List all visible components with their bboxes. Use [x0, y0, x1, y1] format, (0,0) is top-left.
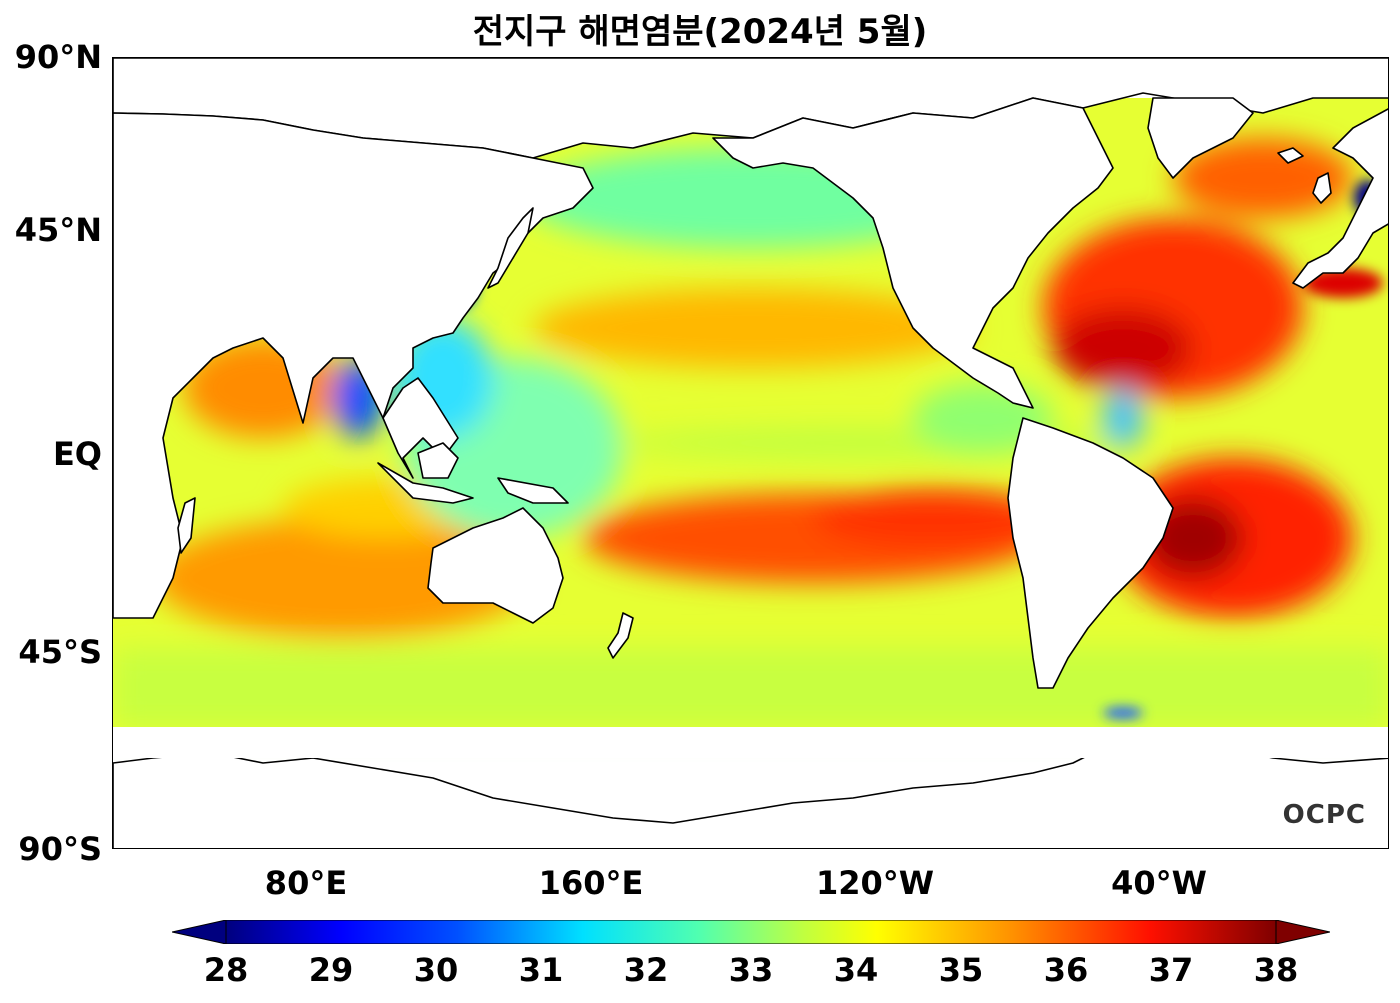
north-america	[712, 97, 1114, 409]
lat-label-45s: 45°S	[18, 633, 102, 671]
colorbar-tick-label: 38	[1253, 951, 1299, 989]
lon-label-160e: 160°E	[538, 864, 644, 902]
ocpc-logo: OCPC	[1282, 800, 1366, 830]
colorbar-tick-label: 32	[623, 951, 669, 989]
new-zealand	[607, 612, 634, 659]
lat-label-90n: 90°N	[14, 38, 102, 76]
land-masses	[113, 58, 1388, 848]
colorbar-high-extend	[1275, 919, 1331, 945]
lat-label-eq: EQ	[52, 435, 102, 473]
colorbar	[171, 919, 1331, 945]
colorbar-tick-label: 34	[833, 951, 879, 989]
greenland	[1147, 97, 1254, 179]
salinity-map-svg	[113, 58, 1388, 848]
madagascar	[177, 497, 196, 554]
africa-asia	[113, 112, 594, 619]
borneo	[417, 442, 459, 479]
colorbar-tick-label: 36	[1043, 951, 1089, 989]
british-isles	[1312, 172, 1332, 204]
colorbar-tick-label: 28	[203, 951, 249, 989]
map-title: 전지구 해면염분(2024년 5월)	[472, 12, 928, 52]
lon-label-120w: 120°W	[815, 864, 935, 902]
europe	[1292, 108, 1388, 289]
south-america	[1007, 417, 1174, 689]
lat-label-90s: 90°S	[18, 830, 102, 868]
colorbar-gradient	[225, 919, 1277, 945]
colorbar-tick-label: 29	[308, 951, 354, 989]
colorbar-low-extend	[171, 919, 227, 945]
antarctic-ice-edge	[113, 728, 1388, 758]
lat-label-45n: 45°N	[14, 211, 102, 249]
colorbar-svg	[171, 919, 1331, 945]
new-guinea	[497, 477, 569, 504]
iceland	[1277, 147, 1304, 164]
antarctica	[113, 732, 1388, 848]
colorbar-tick-label: 30	[413, 951, 459, 989]
australia	[427, 507, 564, 624]
colorbar-tick-label: 33	[728, 951, 774, 989]
japan	[487, 207, 534, 289]
sumatra-java	[377, 462, 474, 504]
colorbar-tick-label: 35	[938, 951, 984, 989]
lon-label-40w: 40°W	[1111, 864, 1207, 902]
colorbar-tick-label: 37	[1148, 951, 1194, 989]
colorbar-tick-label: 31	[518, 951, 564, 989]
salinity-map: OCPC	[112, 57, 1389, 849]
lon-label-80e: 80°E	[264, 864, 348, 902]
